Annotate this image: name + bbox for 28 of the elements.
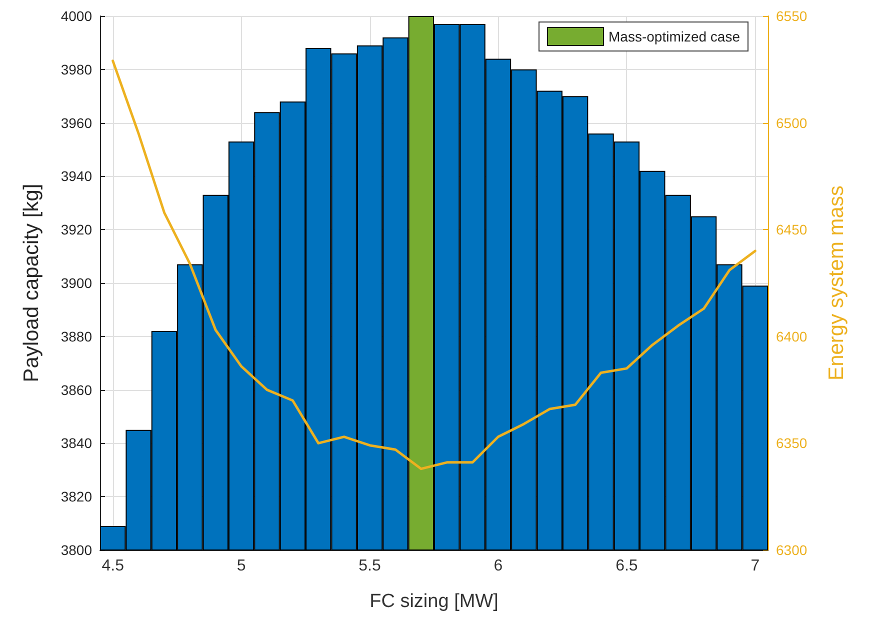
y2-tick-label: 6400 bbox=[776, 328, 808, 344]
y2-tick-label: 6550 bbox=[776, 8, 808, 24]
x-tick-label: 4.5 bbox=[102, 558, 124, 574]
x-axis-title: FC sizing [MW] bbox=[370, 591, 498, 612]
x-tick-label: 5 bbox=[236, 558, 246, 574]
y2-tick-label: 6500 bbox=[776, 114, 808, 131]
x-tick-label: 6 bbox=[494, 558, 503, 574]
y2-tick-label: 6300 bbox=[776, 542, 808, 558]
y-tick-label: 3840 bbox=[60, 435, 92, 452]
x-tick-label: 7 bbox=[750, 558, 760, 574]
y2-tick-label: 6350 bbox=[776, 435, 808, 452]
y-tick-label: 3940 bbox=[60, 168, 92, 184]
y2-tick-label: 6450 bbox=[776, 222, 808, 238]
line-series bbox=[112, 60, 756, 470]
y-tick-label: 3960 bbox=[60, 114, 92, 131]
x-tick-label: 6.5 bbox=[616, 558, 638, 574]
y-tick-label: 3820 bbox=[60, 488, 92, 505]
x-tick-label: 5.5 bbox=[358, 558, 381, 574]
y-tick-label: 3880 bbox=[60, 328, 92, 344]
y-tick-label: 3860 bbox=[60, 382, 92, 398]
y-axis-title: Payload capacity [kg] bbox=[20, 184, 43, 382]
y-tick-label: 4000 bbox=[60, 8, 92, 24]
legend-label: Mass-optimized case bbox=[608, 28, 740, 44]
y-tick-label: 3980 bbox=[60, 61, 92, 78]
y2-axis-title: Energy system mass bbox=[825, 186, 848, 380]
y-tick-label: 3920 bbox=[60, 222, 92, 238]
y-tick-label: 3900 bbox=[60, 275, 92, 291]
y-tick-label: 3800 bbox=[60, 542, 92, 558]
